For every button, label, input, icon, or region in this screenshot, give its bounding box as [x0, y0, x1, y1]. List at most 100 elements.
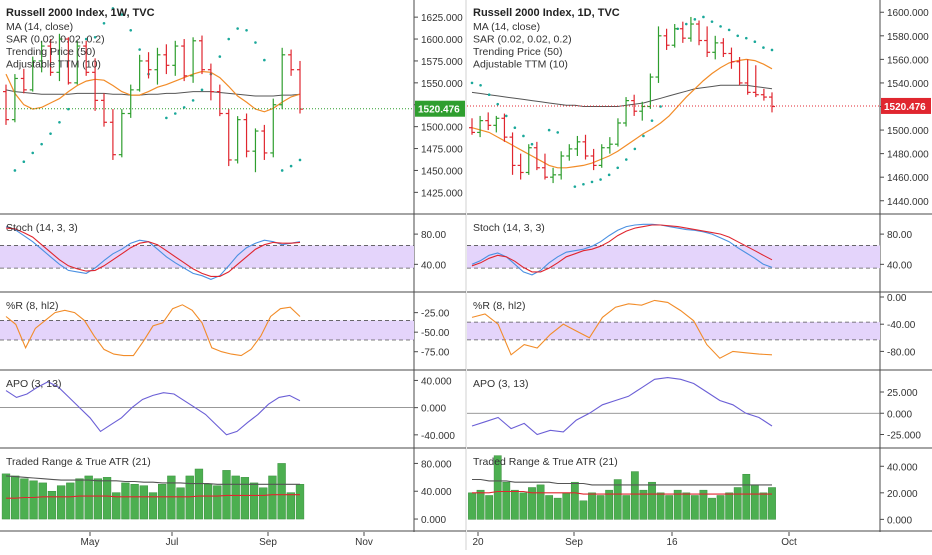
ohlc-bar: [190, 37, 197, 83]
apo-tick-label: -40.000: [421, 431, 455, 442]
willr-tick-label: -80.00: [887, 347, 916, 358]
price-tick-label: 1625.000: [421, 13, 463, 24]
ohlc-bar: [477, 115, 484, 138]
traded-range-bar: [29, 480, 38, 520]
apo-line: [471, 377, 773, 436]
apo-tick-label: 0.000: [887, 409, 912, 420]
traded-range-bar: [121, 482, 130, 520]
ohlc-bar: [671, 24, 678, 48]
traded-range-bar: [493, 455, 502, 520]
time-tick-label: Nov: [355, 537, 373, 548]
traded-range-bar: [622, 495, 631, 520]
ohlc-bar: [83, 40, 90, 76]
ohlc-bar: [493, 115, 500, 133]
ohlc-bar: [582, 134, 589, 160]
apo-title[interactable]: APO (3, 13): [473, 378, 528, 390]
ohlc-bar: [696, 20, 703, 46]
price-tick-label: 1540.000: [887, 79, 929, 90]
atr-tick-label: 40.000: [887, 462, 918, 473]
ohlc-bar: [744, 59, 751, 95]
willr-title[interactable]: %R (8, hl2): [6, 300, 59, 312]
sar-dot: [624, 158, 628, 161]
trending-price-line: [5, 89, 301, 97]
indicator-legend-item[interactable]: SAR (0.02, 0.02, 0.2): [473, 34, 572, 46]
ma-line: [5, 70, 301, 113]
price-tick-label: 1580.000: [887, 32, 929, 43]
stoch-band: [0, 245, 414, 269]
ohlc-bar: [679, 21, 686, 43]
atr-title[interactable]: Traded Range & True ATR (21): [6, 456, 151, 468]
sar-dot: [40, 142, 43, 146]
sar-dot: [573, 185, 577, 188]
time-tick-label: Jul: [166, 537, 179, 548]
ohlc-bar: [574, 135, 581, 156]
indicator-legend-item[interactable]: Trending Price (50): [6, 46, 95, 58]
indicator-legend-item[interactable]: MA (14, close): [6, 21, 73, 33]
time-tick-label: Oct: [781, 537, 797, 548]
stoch-k-line: [5, 226, 301, 280]
price-tick-label: 1560.000: [887, 55, 929, 66]
ohlc-bar: [517, 153, 524, 180]
price-tick-label: 1440.000: [887, 197, 929, 208]
indicator-legend-item[interactable]: Adjustable TTM (10): [6, 59, 101, 71]
traded-range-bar: [553, 497, 562, 520]
ohlc-bar: [647, 73, 654, 109]
price-tick-label: 1460.000: [887, 173, 929, 184]
sar-dot: [298, 158, 302, 162]
indicator-legend-item[interactable]: Trending Price (50): [473, 46, 562, 58]
sar-dot: [599, 178, 602, 181]
indicator-legend-item[interactable]: MA (14, close): [473, 21, 540, 33]
stoch-band: [467, 245, 880, 269]
true-atr-line: [472, 478, 772, 486]
stoch-title[interactable]: Stoch (14, 3, 3): [473, 222, 545, 234]
traded-range-bar: [476, 489, 485, 520]
price-tick-label: 1600.000: [421, 35, 463, 46]
apo-tick-label: 25.000: [887, 388, 918, 399]
ohlc-bar: [181, 39, 188, 82]
atr-signal-line: [6, 494, 300, 499]
apo-panel: -40.000 0.000 40.000 APO (3, 13): [0, 376, 455, 442]
traded-range-bar: [630, 471, 639, 520]
ma-line: [471, 58, 773, 169]
apo-line: [5, 381, 301, 436]
traded-range-bar: [84, 475, 93, 520]
traded-range-bar: [605, 489, 614, 520]
willr-tick-label: -25.00: [421, 309, 450, 320]
apo-title[interactable]: APO (3, 13): [6, 378, 61, 390]
traded-range-bar: [66, 482, 75, 520]
traded-range-bar: [158, 484, 167, 520]
ohlc-bar: [109, 109, 116, 160]
price-tick-label: 1475.000: [421, 145, 463, 156]
traded-range-bar: [286, 492, 295, 520]
ohlc-bar: [533, 141, 540, 171]
sar-dot: [182, 106, 186, 109]
sar-dot: [470, 81, 474, 85]
ohlc-bar: [598, 144, 605, 168]
stoch-panel: 40.00 80.00 Stoch (14, 3, 3): [467, 222, 912, 276]
ohlc-bar: [485, 112, 492, 131]
traded-range-bar: [468, 492, 476, 520]
traded-range-bar: [485, 495, 494, 520]
trending-price-line: [471, 84, 773, 107]
sar-dot: [49, 132, 52, 135]
stoch-k-line: [471, 223, 773, 276]
price-tick-label: 1600.000: [887, 8, 929, 19]
last-price-label: 1520.476: [418, 105, 460, 116]
stoch-tick-label: 40.00: [421, 260, 446, 271]
stoch-title[interactable]: Stoch (14, 3, 3): [6, 222, 78, 234]
traded-range-bar: [167, 475, 176, 520]
ohlc-bar: [127, 84, 134, 118]
willr-title[interactable]: %R (8, hl2): [473, 300, 526, 312]
sar-dot: [556, 131, 560, 134]
sar-dot: [289, 164, 293, 168]
price-tick-label: 1480.000: [887, 150, 929, 161]
indicator-legend-item[interactable]: Adjustable TTM (10): [473, 59, 568, 71]
sar-dot: [753, 40, 757, 44]
sar-dot: [191, 99, 195, 102]
indicator-legend-item[interactable]: SAR (0.02, 0.02, 0.2): [6, 34, 105, 46]
sar-dot: [676, 27, 680, 31]
stoch-d-line: [471, 224, 773, 273]
sar-dot: [744, 36, 748, 40]
atr-title[interactable]: Traded Range & True ATR (21): [473, 456, 618, 468]
